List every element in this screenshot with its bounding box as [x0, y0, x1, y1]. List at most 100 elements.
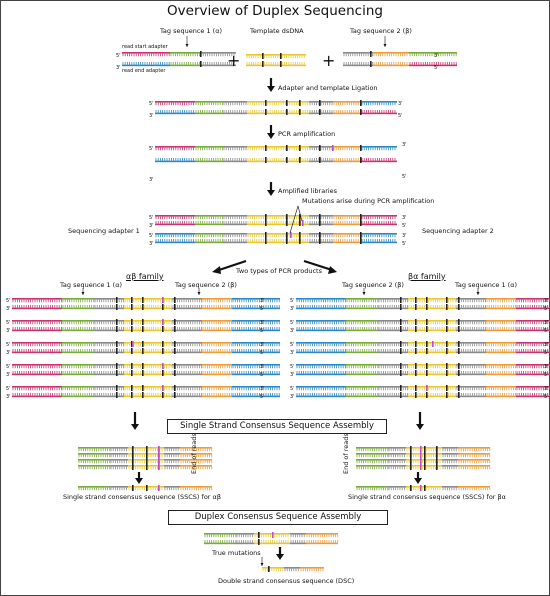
- snp-marker: [142, 385, 144, 391]
- strand-segment: [333, 241, 361, 244]
- strand-segment: [202, 329, 232, 332]
- snp-marker: [415, 370, 417, 376]
- strand-segment: [12, 298, 62, 300]
- snp-marker: [174, 385, 176, 391]
- snp-marker: [319, 220, 321, 226]
- snp-marker: [142, 363, 144, 369]
- mutation-marker: [158, 458, 160, 464]
- strand-segment: [458, 459, 490, 461]
- snp-marker: [146, 452, 148, 458]
- true-mutations-label: True mutations: [212, 549, 261, 557]
- strand-segment: [458, 486, 490, 488]
- snp-marker: [132, 452, 134, 458]
- strand-segment: [78, 486, 110, 488]
- strand-segment: [343, 64, 373, 67]
- strand-segment: [232, 298, 280, 300]
- strand-segment: [296, 342, 346, 344]
- strand-segment: [456, 373, 486, 376]
- strand-segment: [195, 215, 223, 217]
- strand-segment: [155, 160, 195, 163]
- snp-marker: [400, 385, 402, 391]
- ab-tag-right: Tag sequence 2 (β): [175, 281, 237, 289]
- strand-segment: [378, 329, 408, 332]
- strand-segment: [94, 329, 124, 332]
- strand-segment: [78, 447, 110, 449]
- step-pcr: PCR amplification: [278, 130, 336, 138]
- strand-segment: [12, 395, 62, 398]
- snp-marker: [400, 370, 402, 376]
- strand-end-label: 3': [6, 328, 11, 334]
- strand-segment: [296, 395, 346, 398]
- snp-marker: [146, 458, 148, 464]
- snp-marker: [426, 304, 428, 310]
- snp-marker: [415, 385, 417, 391]
- strand-segment: [172, 364, 202, 366]
- strand-end-label: 5': [290, 298, 295, 304]
- snp-marker: [132, 458, 134, 464]
- snp-marker: [319, 145, 321, 151]
- strand-end-label: 3': [260, 342, 265, 348]
- strand-segment: [356, 465, 388, 467]
- strand-segment: [309, 223, 333, 226]
- strand-segment: [378, 373, 408, 376]
- snp-marker: [265, 232, 267, 238]
- strand-segment: [170, 52, 200, 54]
- strand-segment: [296, 320, 346, 322]
- snp-marker: [131, 297, 133, 303]
- tag-beta-label: Tag sequence 2 (β): [350, 27, 412, 35]
- strand-end-label: 5': [260, 372, 265, 378]
- strand-end-label: 3': [149, 241, 154, 247]
- strand-segment: [408, 364, 456, 366]
- strand-segment: [62, 342, 94, 344]
- snp-marker: [174, 341, 176, 347]
- strand-segment: [124, 351, 172, 354]
- strand-end-label: 5': [544, 394, 549, 400]
- snp-marker: [131, 319, 133, 325]
- strand-segment: [172, 329, 202, 332]
- strand-segment: [456, 364, 486, 366]
- pointer-line: [289, 205, 299, 234]
- strand-segment: [346, 364, 378, 366]
- snp-marker: [286, 232, 288, 238]
- strand-segment: [223, 101, 247, 103]
- snp-marker: [360, 100, 362, 106]
- ab-tag-left: Tag sequence 1 (α): [60, 281, 123, 289]
- strand-end-label: 3': [290, 394, 295, 400]
- strand-segment: [172, 395, 202, 398]
- strand-segment: [456, 395, 486, 398]
- strand-end-label: 5': [149, 233, 154, 239]
- strand-segment: [516, 386, 550, 388]
- strand-segment: [122, 52, 170, 54]
- snp-marker: [131, 392, 133, 398]
- strand-segment: [195, 241, 223, 244]
- strand-end-label: 3': [402, 233, 407, 239]
- strand-end-label: 5': [402, 174, 407, 180]
- strand-segment: [172, 386, 202, 388]
- strand-segment: [78, 453, 110, 455]
- end-of-reads-label-left: End of reads: [190, 433, 198, 474]
- strand-segment: [296, 307, 346, 310]
- snp-marker: [436, 452, 438, 458]
- snp-marker: [132, 446, 134, 452]
- strand-segment: [346, 307, 378, 310]
- strand-segment: [164, 447, 180, 449]
- strand-segment: [232, 307, 280, 310]
- strand-segment: [408, 351, 456, 354]
- snp-marker: [174, 319, 176, 325]
- strand-end-label: 5': [290, 320, 295, 326]
- strand-segment: [309, 101, 333, 103]
- strand-segment: [232, 320, 280, 322]
- strand-segment: [408, 329, 456, 332]
- strand-segment: [124, 342, 172, 344]
- strand-segment: [378, 386, 408, 388]
- strand-segment: [361, 112, 397, 115]
- snp-marker: [162, 341, 164, 347]
- strand-segment: [94, 386, 124, 388]
- snp-marker: [400, 348, 402, 354]
- strand-segment: [246, 64, 306, 67]
- strand-segment: [361, 233, 397, 235]
- strand-segment: [296, 386, 346, 388]
- snp-marker: [446, 363, 448, 369]
- mutation-marker: [420, 446, 422, 452]
